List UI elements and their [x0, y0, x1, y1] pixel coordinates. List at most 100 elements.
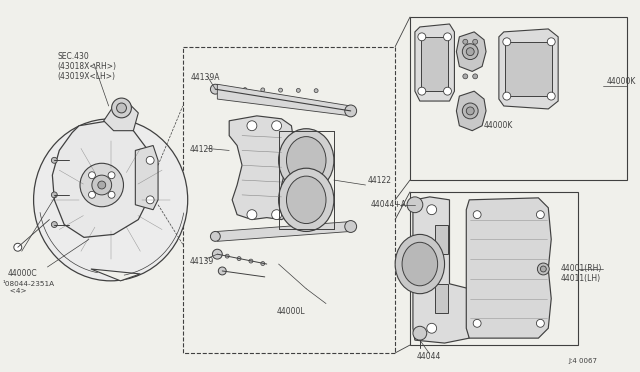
- Circle shape: [467, 48, 474, 55]
- Text: 44128: 44128: [189, 144, 214, 154]
- Circle shape: [212, 249, 222, 259]
- Circle shape: [261, 88, 265, 92]
- Circle shape: [462, 103, 478, 119]
- Circle shape: [211, 84, 220, 94]
- Text: J:4 0067: J:4 0067: [568, 358, 597, 364]
- Text: SEC.430
(43018X<RH>)
(43019X<LH>): SEC.430 (43018X<RH>) (43019X<LH>): [58, 52, 116, 81]
- Ellipse shape: [287, 137, 326, 184]
- Circle shape: [113, 178, 120, 186]
- Circle shape: [80, 163, 124, 207]
- Circle shape: [547, 92, 555, 100]
- Ellipse shape: [287, 176, 326, 224]
- Circle shape: [314, 89, 318, 93]
- Circle shape: [473, 211, 481, 219]
- Circle shape: [278, 88, 282, 92]
- Polygon shape: [218, 222, 351, 241]
- Polygon shape: [104, 103, 138, 131]
- Circle shape: [225, 87, 229, 92]
- Circle shape: [247, 210, 257, 219]
- Circle shape: [540, 266, 547, 272]
- Text: 44000L: 44000L: [277, 307, 306, 315]
- Circle shape: [444, 33, 451, 41]
- Text: 44000K: 44000K: [484, 121, 513, 130]
- Circle shape: [345, 221, 356, 232]
- Bar: [435, 225, 449, 254]
- Circle shape: [271, 121, 282, 131]
- Polygon shape: [456, 91, 486, 131]
- Bar: [435, 284, 449, 314]
- Circle shape: [261, 262, 265, 266]
- Circle shape: [237, 257, 241, 260]
- Circle shape: [444, 87, 451, 95]
- Circle shape: [146, 156, 154, 164]
- Circle shape: [427, 205, 436, 215]
- Circle shape: [146, 196, 154, 204]
- Text: 44000C: 44000C: [8, 269, 38, 278]
- Circle shape: [503, 92, 511, 100]
- Text: 44044: 44044: [417, 352, 441, 361]
- Circle shape: [296, 89, 300, 92]
- Ellipse shape: [278, 168, 334, 231]
- Text: 44044+A: 44044+A: [371, 200, 406, 209]
- Bar: [410, 192, 578, 345]
- Circle shape: [536, 211, 545, 219]
- Ellipse shape: [395, 234, 445, 294]
- Text: 44000K: 44000K: [607, 77, 636, 86]
- Text: ¹08044-2351A
   <4>: ¹08044-2351A <4>: [3, 281, 55, 294]
- Circle shape: [473, 320, 481, 327]
- Bar: [410, 17, 627, 180]
- Circle shape: [92, 185, 99, 193]
- Circle shape: [125, 196, 133, 204]
- Circle shape: [249, 259, 253, 263]
- Circle shape: [407, 197, 423, 213]
- Circle shape: [473, 39, 477, 44]
- Circle shape: [92, 207, 99, 215]
- Circle shape: [51, 157, 58, 163]
- Circle shape: [243, 88, 247, 92]
- Text: 44139A: 44139A: [191, 73, 220, 82]
- Polygon shape: [218, 84, 351, 116]
- Bar: [505, 42, 552, 96]
- Ellipse shape: [278, 129, 334, 192]
- Circle shape: [88, 172, 95, 179]
- Circle shape: [538, 263, 549, 275]
- Circle shape: [547, 38, 555, 46]
- Text: 44139: 44139: [189, 257, 214, 266]
- Circle shape: [92, 175, 111, 195]
- Circle shape: [463, 39, 468, 44]
- Circle shape: [418, 87, 426, 95]
- Circle shape: [225, 254, 229, 258]
- Polygon shape: [413, 197, 469, 343]
- Circle shape: [467, 107, 474, 115]
- Circle shape: [116, 103, 127, 113]
- Polygon shape: [415, 24, 454, 101]
- Polygon shape: [135, 145, 158, 210]
- Circle shape: [113, 214, 120, 222]
- Ellipse shape: [402, 242, 438, 286]
- Circle shape: [462, 44, 478, 60]
- Circle shape: [473, 74, 477, 79]
- Circle shape: [98, 181, 106, 189]
- Bar: [421, 37, 449, 91]
- Text: 44122: 44122: [367, 176, 392, 185]
- Polygon shape: [52, 121, 151, 237]
- Circle shape: [536, 320, 545, 327]
- Circle shape: [218, 267, 226, 275]
- Circle shape: [14, 243, 22, 251]
- Circle shape: [88, 191, 95, 198]
- Circle shape: [427, 323, 436, 333]
- Circle shape: [413, 326, 427, 340]
- Polygon shape: [499, 29, 558, 109]
- Circle shape: [503, 38, 511, 46]
- Polygon shape: [91, 269, 140, 281]
- Circle shape: [111, 98, 131, 118]
- Circle shape: [345, 105, 356, 117]
- Circle shape: [247, 121, 257, 131]
- Circle shape: [51, 192, 58, 198]
- Text: 44001(RH)
44011(LH): 44001(RH) 44011(LH): [561, 264, 602, 283]
- Circle shape: [271, 210, 282, 219]
- Polygon shape: [467, 198, 551, 338]
- Polygon shape: [229, 116, 294, 219]
- Circle shape: [418, 33, 426, 41]
- Bar: [183, 47, 395, 353]
